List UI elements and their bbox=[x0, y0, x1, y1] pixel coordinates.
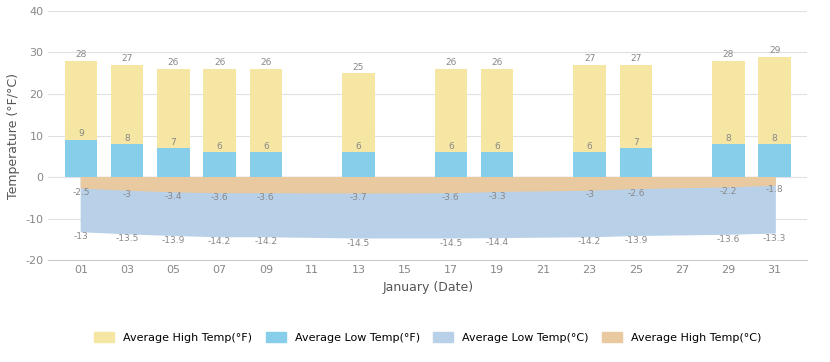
Text: 29: 29 bbox=[769, 46, 780, 55]
Text: 6: 6 bbox=[355, 142, 361, 151]
Text: 9: 9 bbox=[78, 130, 84, 138]
Bar bbox=[481, 152, 513, 177]
Text: 7: 7 bbox=[633, 138, 639, 147]
Text: 26: 26 bbox=[445, 58, 457, 67]
Text: -3.6: -3.6 bbox=[211, 193, 228, 202]
Bar bbox=[65, 61, 97, 177]
Text: -3.7: -3.7 bbox=[349, 193, 367, 202]
Bar bbox=[574, 152, 606, 177]
Bar bbox=[342, 152, 374, 177]
Bar bbox=[65, 140, 97, 177]
Bar bbox=[157, 148, 189, 177]
Text: 8: 8 bbox=[772, 134, 778, 143]
Bar bbox=[759, 56, 791, 177]
Text: 26: 26 bbox=[214, 58, 225, 67]
Text: -3: -3 bbox=[123, 190, 132, 199]
Text: 6: 6 bbox=[494, 142, 500, 151]
Bar bbox=[250, 69, 282, 177]
Text: 8: 8 bbox=[725, 134, 731, 143]
Text: -13.9: -13.9 bbox=[162, 236, 185, 245]
Y-axis label: Temperature (°F/°C): Temperature (°F/°C) bbox=[7, 72, 20, 198]
Text: 6: 6 bbox=[448, 142, 454, 151]
Bar bbox=[435, 69, 467, 177]
Text: 6: 6 bbox=[587, 142, 593, 151]
Text: -13: -13 bbox=[74, 232, 88, 241]
Text: -2.5: -2.5 bbox=[72, 188, 90, 197]
Text: 6: 6 bbox=[263, 142, 269, 151]
Text: -14.5: -14.5 bbox=[439, 239, 462, 248]
Text: -1.8: -1.8 bbox=[766, 185, 784, 194]
Text: -13.3: -13.3 bbox=[763, 233, 786, 243]
Bar bbox=[111, 65, 144, 177]
Bar bbox=[157, 69, 189, 177]
Bar bbox=[203, 69, 236, 177]
Text: -3.6: -3.6 bbox=[442, 193, 460, 202]
Text: -14.2: -14.2 bbox=[578, 237, 601, 246]
Text: -13.6: -13.6 bbox=[716, 235, 740, 244]
Bar bbox=[712, 61, 745, 177]
Legend: Average High Temp(°F), Average Low Temp(°F), Average Low Temp(°C), Average High : Average High Temp(°F), Average Low Temp(… bbox=[90, 328, 765, 348]
Text: 26: 26 bbox=[168, 58, 179, 67]
Text: 25: 25 bbox=[353, 63, 364, 72]
Text: 28: 28 bbox=[76, 50, 86, 59]
Bar bbox=[342, 73, 374, 177]
Bar bbox=[481, 69, 513, 177]
Text: -14.5: -14.5 bbox=[347, 239, 370, 248]
Text: -14.2: -14.2 bbox=[254, 237, 277, 246]
Text: 27: 27 bbox=[630, 54, 642, 63]
Bar bbox=[574, 65, 606, 177]
Bar bbox=[620, 148, 652, 177]
Text: 27: 27 bbox=[583, 54, 595, 63]
Text: -13.5: -13.5 bbox=[115, 235, 139, 243]
Text: -13.9: -13.9 bbox=[624, 236, 647, 245]
Bar bbox=[620, 65, 652, 177]
Text: -3.4: -3.4 bbox=[164, 192, 182, 201]
X-axis label: January (Date): January (Date) bbox=[382, 281, 473, 294]
Bar bbox=[712, 144, 745, 177]
Text: 8: 8 bbox=[124, 134, 130, 143]
Text: 6: 6 bbox=[217, 142, 222, 151]
Text: -3.6: -3.6 bbox=[257, 193, 275, 202]
Text: -2.6: -2.6 bbox=[627, 189, 645, 198]
Text: 7: 7 bbox=[170, 138, 176, 147]
Bar bbox=[759, 144, 791, 177]
Text: -2.2: -2.2 bbox=[720, 187, 737, 196]
Text: -3: -3 bbox=[585, 190, 594, 199]
Text: 26: 26 bbox=[260, 58, 271, 67]
Text: -3.3: -3.3 bbox=[488, 191, 506, 201]
Text: 28: 28 bbox=[723, 50, 734, 59]
Text: -14.4: -14.4 bbox=[486, 238, 509, 247]
Text: -14.2: -14.2 bbox=[208, 237, 232, 246]
Bar bbox=[111, 144, 144, 177]
Bar bbox=[250, 152, 282, 177]
Text: 27: 27 bbox=[121, 54, 133, 63]
Text: 26: 26 bbox=[491, 58, 503, 67]
Bar bbox=[203, 152, 236, 177]
Bar bbox=[435, 152, 467, 177]
